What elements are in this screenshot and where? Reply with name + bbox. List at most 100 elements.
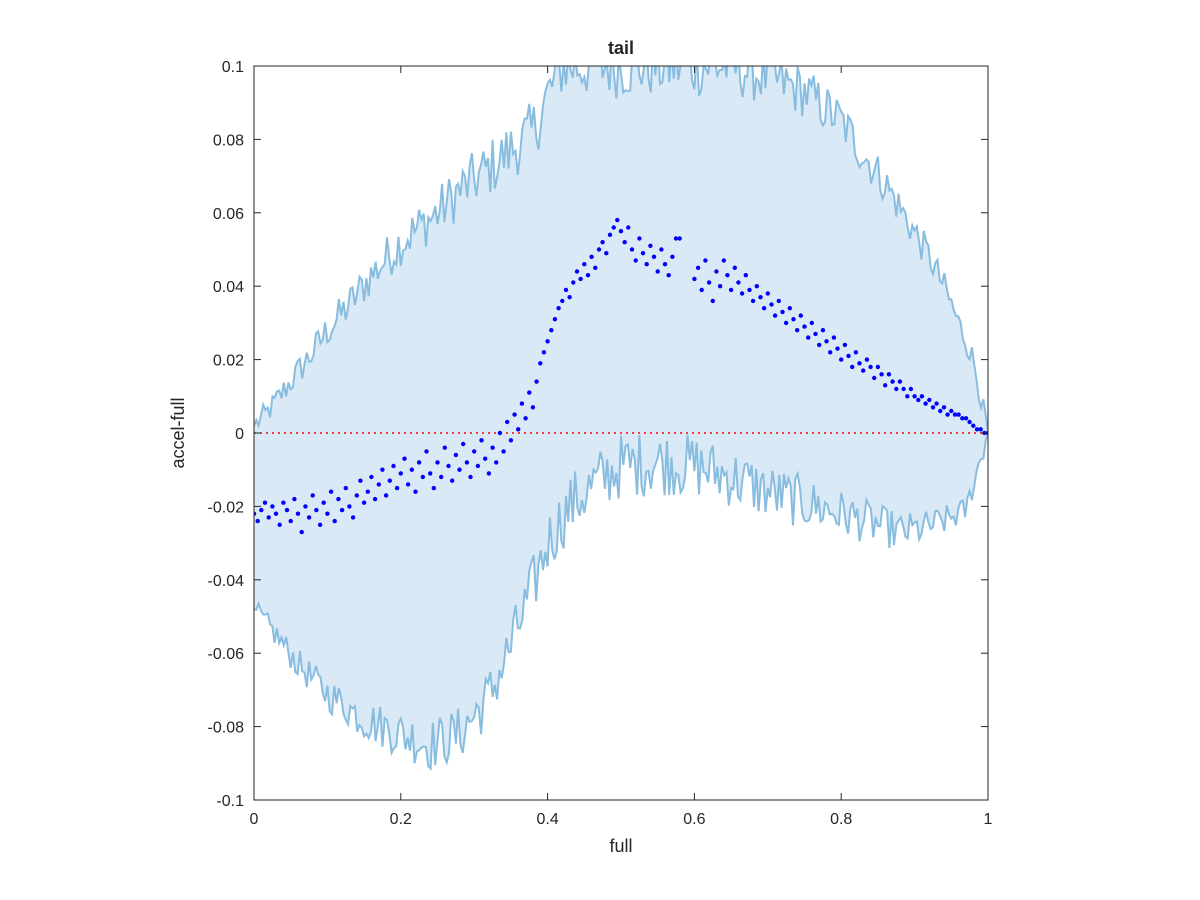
scatter-point <box>508 438 514 443</box>
scatter-point <box>446 463 451 469</box>
scatter-point <box>868 364 873 370</box>
scatter-point <box>640 251 646 256</box>
scatter-point <box>875 364 881 370</box>
scatter-point <box>277 522 282 527</box>
y-tick-label: 0.04 <box>213 279 244 296</box>
scatter-point <box>497 430 503 436</box>
scatter-point <box>354 493 359 498</box>
scatter-point <box>350 515 356 520</box>
scatter-point <box>541 350 547 355</box>
scatter-point <box>607 232 613 237</box>
scatter-point <box>857 361 862 366</box>
scatter-point <box>919 394 925 399</box>
scatter-point <box>402 456 407 461</box>
scatter-point <box>971 423 976 428</box>
scatter-point <box>629 247 635 252</box>
scatter-point <box>270 504 275 509</box>
scatter-point <box>519 401 525 406</box>
scatter-point <box>442 445 447 450</box>
scatter-point <box>714 269 719 274</box>
scatter-point <box>428 471 433 476</box>
scatter-point <box>486 471 492 476</box>
scatter-point <box>303 504 308 509</box>
scatter-point <box>472 449 477 454</box>
scatter-point <box>967 419 972 425</box>
scatter-point <box>633 258 638 263</box>
scatter-point <box>409 467 414 472</box>
scatter-point <box>585 273 591 278</box>
scatter-point <box>299 529 304 535</box>
scatter-point <box>670 254 675 259</box>
scatter-point <box>552 317 558 322</box>
band-layer <box>254 66 988 771</box>
scatter-point <box>648 243 653 248</box>
scatter-point <box>802 324 807 329</box>
scatter-point <box>732 265 737 270</box>
scatter-point <box>369 474 374 480</box>
scatter-point <box>468 474 473 480</box>
scatter-point <box>281 500 286 505</box>
scatter-point <box>890 379 895 384</box>
y-tick-label: -0.02 <box>208 499 245 516</box>
scatter-point <box>872 375 877 381</box>
scatter-point <box>736 280 741 285</box>
scatter-point <box>916 397 921 403</box>
scatter-point <box>695 265 701 270</box>
scatter-point <box>254 511 257 516</box>
confidence-band-fill <box>254 66 988 769</box>
scatter-point <box>545 339 550 344</box>
scatter-point <box>424 449 429 454</box>
scatter-point <box>288 518 293 524</box>
scatter-point <box>809 320 814 326</box>
scatter-point <box>615 217 620 223</box>
scatter-point <box>582 262 587 267</box>
scatter-point <box>556 306 561 311</box>
scatter-point <box>549 328 554 333</box>
scatter-point <box>787 306 792 311</box>
scatter-point <box>516 427 521 432</box>
scatter-point <box>908 386 914 392</box>
scatter-point <box>490 445 495 450</box>
scatter-point <box>743 273 748 278</box>
scatter-point <box>897 379 903 384</box>
scatter-point <box>864 357 870 362</box>
scatter-point <box>464 460 470 465</box>
scatter-point <box>284 507 290 513</box>
scatter-point <box>923 401 928 406</box>
points-layer <box>254 217 988 535</box>
scatter-point <box>376 482 381 487</box>
scatter-point <box>361 500 367 505</box>
scatter-point <box>673 236 679 241</box>
scatter-point <box>453 452 459 458</box>
scatter-point <box>505 419 510 425</box>
x-tick-label: 0.8 <box>830 811 852 828</box>
scatter-point <box>387 478 392 483</box>
scatter-point <box>901 386 906 392</box>
scatter-point <box>828 350 833 355</box>
scatter-point <box>563 287 569 293</box>
y-tick-label: -0.08 <box>208 720 245 737</box>
scatter-point <box>949 408 954 414</box>
scatter-point <box>703 258 708 263</box>
scatter-point <box>325 511 330 516</box>
upper-envelope-line <box>254 66 988 434</box>
scatter-point <box>765 291 770 296</box>
scatter-point <box>383 493 389 498</box>
scatter-point <box>479 438 484 443</box>
scatter-point <box>435 460 440 465</box>
scatter-point <box>956 412 961 417</box>
scatter-point <box>578 276 583 282</box>
scatter-point <box>941 405 947 410</box>
scatter-point <box>494 460 499 465</box>
scatter-point <box>336 496 341 502</box>
scatter-point <box>593 265 598 270</box>
scatter-point <box>677 236 682 241</box>
scatter-point <box>798 313 803 318</box>
scatter-point <box>839 357 844 362</box>
scatter-point <box>600 240 605 245</box>
scatter-point <box>952 412 958 417</box>
scatter-point <box>750 298 756 304</box>
y-axis-label: accel-full <box>168 397 188 468</box>
scatter-point <box>637 236 642 241</box>
scatter-point <box>391 463 396 469</box>
